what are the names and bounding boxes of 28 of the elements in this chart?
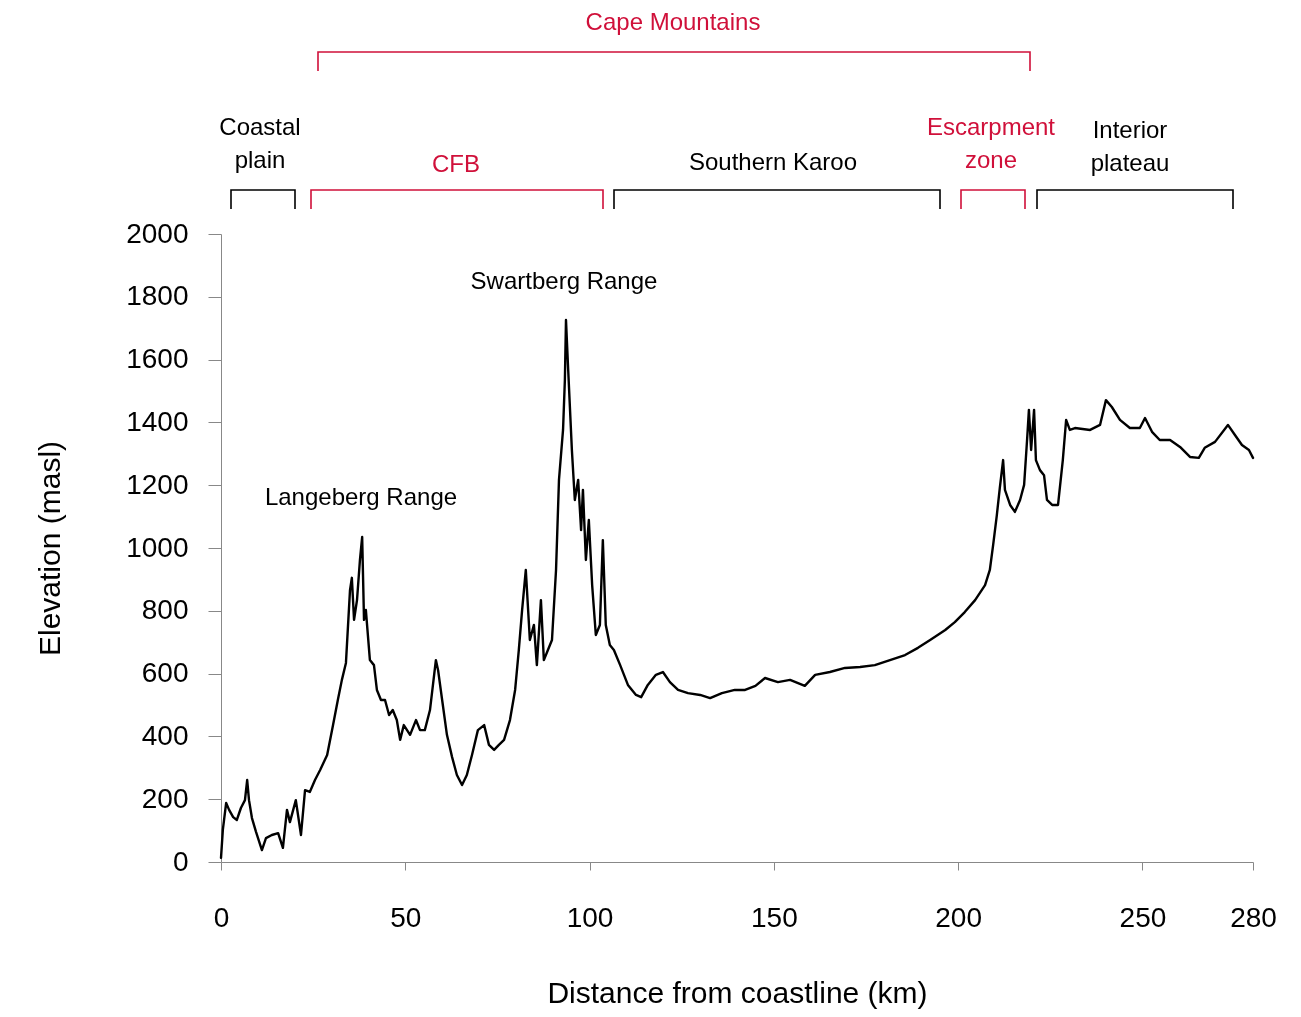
- annotation: Swartberg Range: [470, 267, 658, 294]
- x-tick-label: 250: [1119, 901, 1167, 933]
- y-tick-label: 800: [141, 594, 189, 626]
- y-tick-label: 400: [141, 719, 189, 751]
- y-tick-label: 1200: [126, 468, 189, 500]
- text: Interior plateau: [1090, 116, 1170, 176]
- y-tick-label: 1400: [126, 405, 189, 437]
- y-tick-label: 1800: [126, 280, 189, 312]
- x-tick-label: 200: [935, 901, 982, 933]
- text: Escarpment zone: [926, 113, 1056, 173]
- y-tick-label: 2000: [126, 217, 189, 249]
- x-axis-title: Distance from coastline (km): [547, 975, 928, 1009]
- text: CFB: [432, 150, 480, 177]
- y-tick-label: 0: [172, 845, 189, 877]
- y-tick-label: 200: [141, 782, 189, 814]
- annotation: Langeberg Range: [264, 483, 458, 510]
- x-tick-label: 150: [751, 901, 798, 933]
- y-tick-label: 600: [141, 657, 189, 689]
- y-tick-label: 1000: [126, 531, 189, 563]
- y-axis-title: Elevation (masl): [33, 440, 67, 657]
- text: Cape Mountains: [585, 8, 761, 35]
- x-tick-label: 50: [390, 901, 422, 933]
- text: Coastal plain: [219, 113, 301, 173]
- x-tick-label: 0: [213, 901, 230, 933]
- y-tick-label: 1600: [126, 343, 189, 375]
- x-tick-label: 280: [1230, 901, 1277, 933]
- x-tick-label: 100: [566, 901, 614, 933]
- text: Southern Karoo: [688, 148, 858, 175]
